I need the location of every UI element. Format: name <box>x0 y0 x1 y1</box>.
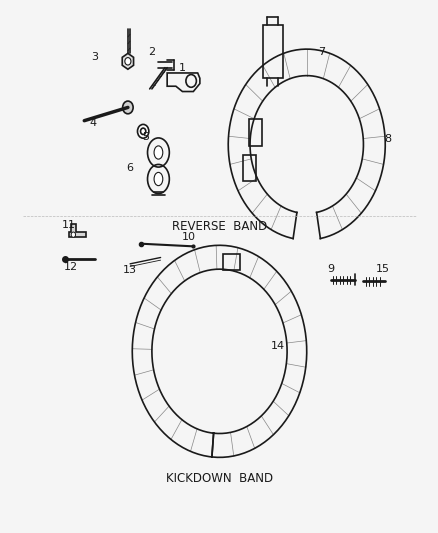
Circle shape <box>140 128 145 134</box>
Text: 4: 4 <box>89 118 96 128</box>
Circle shape <box>71 232 75 237</box>
Polygon shape <box>122 53 133 69</box>
Circle shape <box>122 101 133 114</box>
Text: 9: 9 <box>326 264 334 274</box>
Text: 14: 14 <box>271 341 285 351</box>
Text: 1: 1 <box>179 63 186 72</box>
Text: 3: 3 <box>92 52 99 62</box>
Text: 5: 5 <box>141 132 148 142</box>
Circle shape <box>137 124 148 138</box>
Text: 11: 11 <box>62 220 76 230</box>
Text: 8: 8 <box>383 134 390 144</box>
Text: 12: 12 <box>64 262 78 271</box>
Text: 15: 15 <box>375 264 389 274</box>
Circle shape <box>124 58 131 65</box>
Text: KICKDOWN  BAND: KICKDOWN BAND <box>166 472 272 485</box>
Ellipse shape <box>154 146 162 159</box>
Polygon shape <box>69 224 86 237</box>
Ellipse shape <box>154 172 162 185</box>
Text: 13: 13 <box>123 265 137 275</box>
Text: 10: 10 <box>181 232 195 243</box>
Text: REVERSE  BAND: REVERSE BAND <box>172 220 266 233</box>
Text: 2: 2 <box>148 47 155 56</box>
Text: 6: 6 <box>126 164 133 173</box>
Text: 7: 7 <box>318 47 325 56</box>
